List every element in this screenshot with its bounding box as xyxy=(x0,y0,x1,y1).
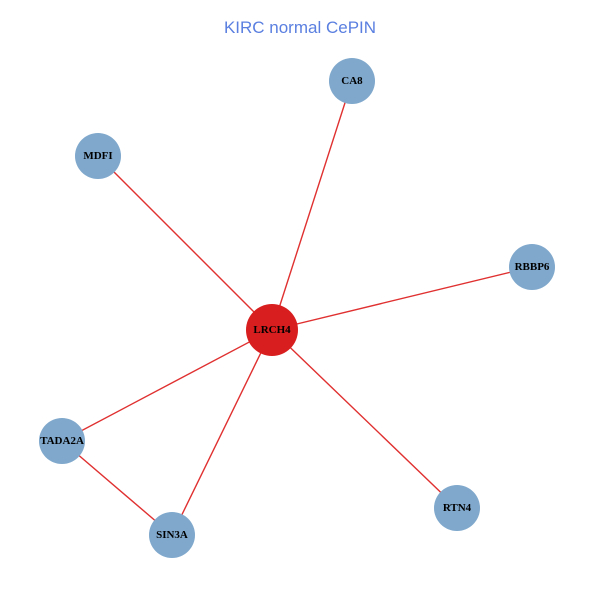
edge-layer xyxy=(0,0,600,600)
node-ca8[interactable]: CA8 xyxy=(329,58,375,104)
node-mdfi[interactable]: MDFI xyxy=(75,133,121,179)
node-sin3a[interactable]: SIN3A xyxy=(149,512,195,558)
edge-LRCH4-MDFI xyxy=(98,156,272,330)
edge-LRCH4-RBBP6 xyxy=(272,267,532,330)
edge-LRCH4-CA8 xyxy=(272,81,352,330)
chart-title: KIRC normal CePIN xyxy=(0,18,600,38)
node-rbbp6[interactable]: RBBP6 xyxy=(509,244,555,290)
edge-LRCH4-RTN4 xyxy=(272,330,457,508)
node-lrch4[interactable]: LRCH4 xyxy=(246,304,298,356)
node-tada2a[interactable]: TADA2A xyxy=(39,418,85,464)
edge-LRCH4-TADA2A xyxy=(62,330,272,441)
node-rtn4[interactable]: RTN4 xyxy=(434,485,480,531)
edge-LRCH4-SIN3A xyxy=(172,330,272,535)
